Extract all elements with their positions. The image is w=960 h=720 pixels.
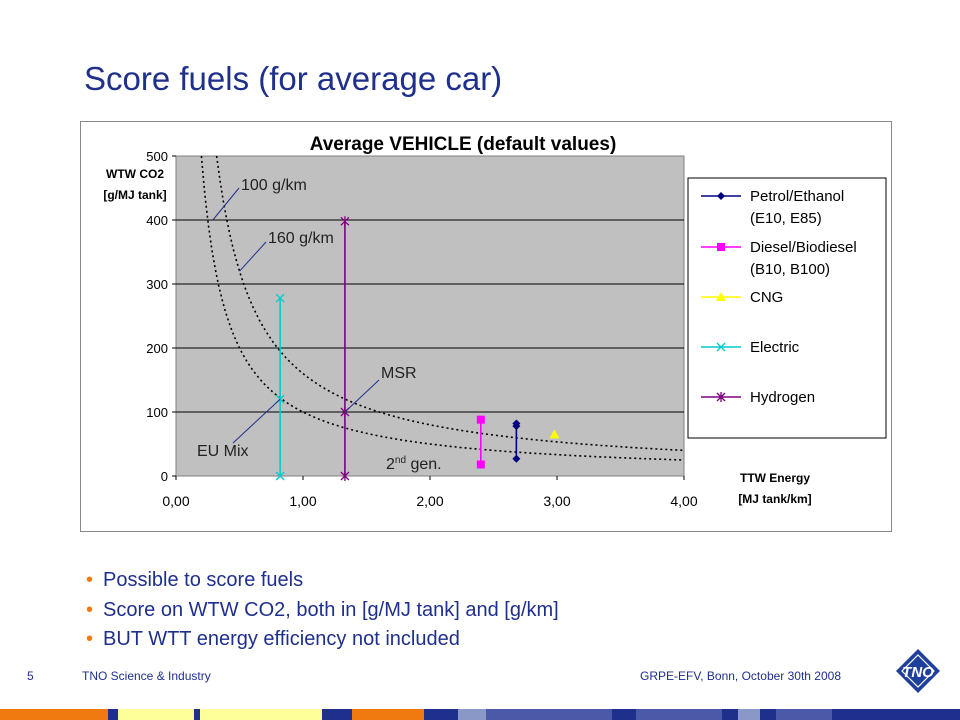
annotation-leader [239,241,267,272]
y-tick-label: 200 [146,341,168,356]
legend-item: CNG [701,289,783,306]
bullet-marker: • [86,628,94,650]
legend-item: Petrol/Ethanol (E10, E85) [701,188,844,227]
y-axis: 0 100 200 300 400 500 [146,149,176,484]
series-group [512,419,521,463]
y-tick-label: 0 [161,469,168,484]
x-axis-label-line2: [MJ tank/km] [738,492,811,506]
plot-area [175,155,685,477]
annotation-label: EU Mix [197,443,249,460]
bullet-list: • Possible to score fuels • Score on WTW C… [86,566,559,655]
x-axis: 0,00 1,00 2,00 3,00 4,00 [162,476,698,509]
data-point [716,392,726,402]
bullet-item: • Score on WTW CO2, both in [g/MJ tank] a… [86,596,559,626]
series-marks [275,216,560,481]
data-point [717,192,725,200]
series-group [476,415,485,469]
data-point [476,415,485,424]
data-point [340,471,350,481]
bullet-text: BUT WTT energy efficiency not included [103,628,460,650]
legend-item: Hydrogen [701,389,815,406]
iso-curves [200,155,685,461]
data-point [716,342,726,352]
page-number: 5 [27,669,34,683]
data-point [275,471,285,481]
tno-logo: TNO [896,649,940,693]
bullet-item: • BUT WTT energy efficiency not included [86,625,559,655]
series-group [340,216,350,481]
data-point [716,292,726,301]
x-tick-label: 1,00 [289,493,316,509]
legend-label: Electric [750,339,800,356]
data-point [717,243,725,251]
grid-lines [176,219,684,413]
annotation-label: 2nd gen. [386,455,442,473]
x-axis-label-line1: TTW Energy [740,471,810,485]
y-tick-label: 400 [146,213,168,228]
legend-item: Electric [701,339,800,356]
legend-label: Diesel/Biodiesel (B10, B100) [750,239,857,278]
annotation-leader [212,187,240,221]
annotation-label: MSR [381,365,417,382]
iso-curve [215,155,685,452]
chart-title: Average VEHICLE (default values) [310,134,617,155]
data-point [275,293,285,303]
legend-item: Diesel/Biodiesel (B10, B100) [701,239,857,278]
legend-label: CNG [750,289,783,306]
annotation-label: 160 g/km [268,230,334,247]
x-tick-label: 0,00 [162,493,189,509]
footer-stripe [0,709,960,720]
bullet-marker: • [86,598,94,621]
x-tick-label: 2,00 [416,493,443,509]
annotations: 100 g/km 160 g/km MSR EU Mix 2nd gen. [197,177,442,473]
annotation-label: 100 g/km [241,177,307,194]
chart: Average VEHICLE (default values) 0,00 1,0… [103,134,887,509]
slide-title: Score fuels (for average car) [84,60,503,97]
annotation-leader [344,379,380,413]
data-point [549,429,560,439]
legend-label: Hydrogen [750,389,815,406]
legend: Petrol/Ethanol (E10, E85) Diesel/Biodiesel… [701,188,857,406]
data-point [512,422,521,431]
y-axis-label-line1: WTW CO2 [106,167,164,181]
legend-label: Petrol/Ethanol (E10, E85) [750,188,844,227]
annotation-leader [232,398,281,444]
footer-left: TNO Science & Industry [82,669,211,683]
series-group [275,293,285,481]
data-point [476,460,485,469]
bullet-item: • Possible to score fuels [86,566,559,596]
series-group [549,429,560,439]
y-tick-label: 300 [146,277,168,292]
bullet-text: Score on WTW CO2, both in [g/MJ tank] an… [103,598,559,621]
y-tick-label: 500 [146,149,168,164]
x-tick-label: 3,00 [543,493,570,509]
logo-text: TNO [902,664,934,681]
bullet-marker: • [86,569,94,591]
y-tick-label: 100 [146,405,168,420]
data-point [512,454,521,463]
bullet-text: Possible to score fuels [103,569,304,591]
x-tick-label: 4,00 [670,493,697,509]
chart-frame: Average VEHICLE (default values) 0,00 1,0… [80,121,892,532]
data-point [340,216,350,227]
footer-right: GRPE-EFV, Bonn, October 30th 2008 [640,669,842,683]
y-axis-label-line2: [g/MJ tank] [103,188,166,202]
